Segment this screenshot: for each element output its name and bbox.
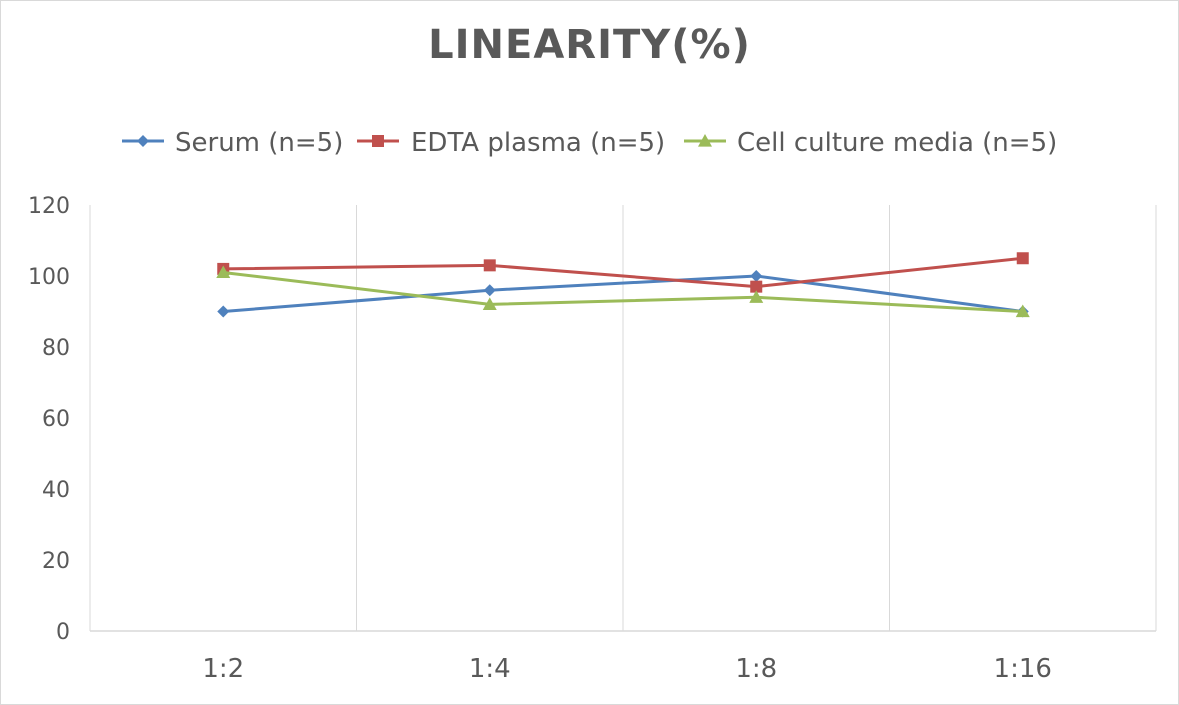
legend-item-3: Cell culture media (n=5)	[684, 128, 1057, 158]
data-point	[483, 259, 496, 272]
data-point	[750, 280, 763, 293]
y-tick-label: 120	[28, 194, 70, 219]
y-tick-label: 20	[42, 549, 70, 574]
data-point	[482, 297, 497, 310]
y-tick-label: 60	[42, 407, 70, 432]
legend-marker	[698, 134, 712, 147]
grid	[89, 205, 1157, 631]
axes: 0 20 40 60 80 100 120 1:2 1:4 1:8 1:16	[28, 194, 1156, 684]
data-point	[1015, 304, 1030, 318]
data-point	[1016, 252, 1029, 265]
data-point	[750, 270, 763, 282]
y-tick-label: 40	[42, 478, 70, 503]
legend-label: Serum (n=5)	[175, 128, 343, 158]
x-tick-label: 1:2	[202, 654, 244, 684]
data-point	[216, 265, 231, 279]
data-point	[483, 284, 496, 297]
y-tick-label: 0	[56, 620, 70, 645]
y-tick-label: 100	[28, 265, 70, 290]
legend-item-2: EDTA plasma (n=5)	[357, 128, 665, 158]
legend-marker	[137, 135, 149, 147]
y-tick-label: 80	[42, 336, 70, 361]
legend: Serum (n=5) EDTA plasma (n=5) Cell culture…	[122, 128, 1057, 158]
x-tick-label: 1:4	[469, 654, 511, 684]
data-point	[749, 290, 764, 303]
series-line	[223, 274, 1023, 313]
series-line	[223, 256, 1023, 289]
legend-marker	[372, 135, 384, 147]
series-line	[223, 270, 1023, 313]
x-tick-label: 1:8	[735, 654, 777, 684]
x-tick-label: 1:16	[994, 654, 1052, 684]
series-3	[216, 265, 1030, 318]
data-point	[217, 305, 230, 318]
chart-title: LINEARITY(%)	[428, 22, 751, 68]
legend-label: Cell culture media (n=5)	[737, 128, 1057, 158]
legend-item-1: Serum (n=5)	[122, 128, 343, 158]
legend-label: EDTA plasma (n=5)	[411, 128, 665, 158]
series-group	[216, 252, 1030, 318]
